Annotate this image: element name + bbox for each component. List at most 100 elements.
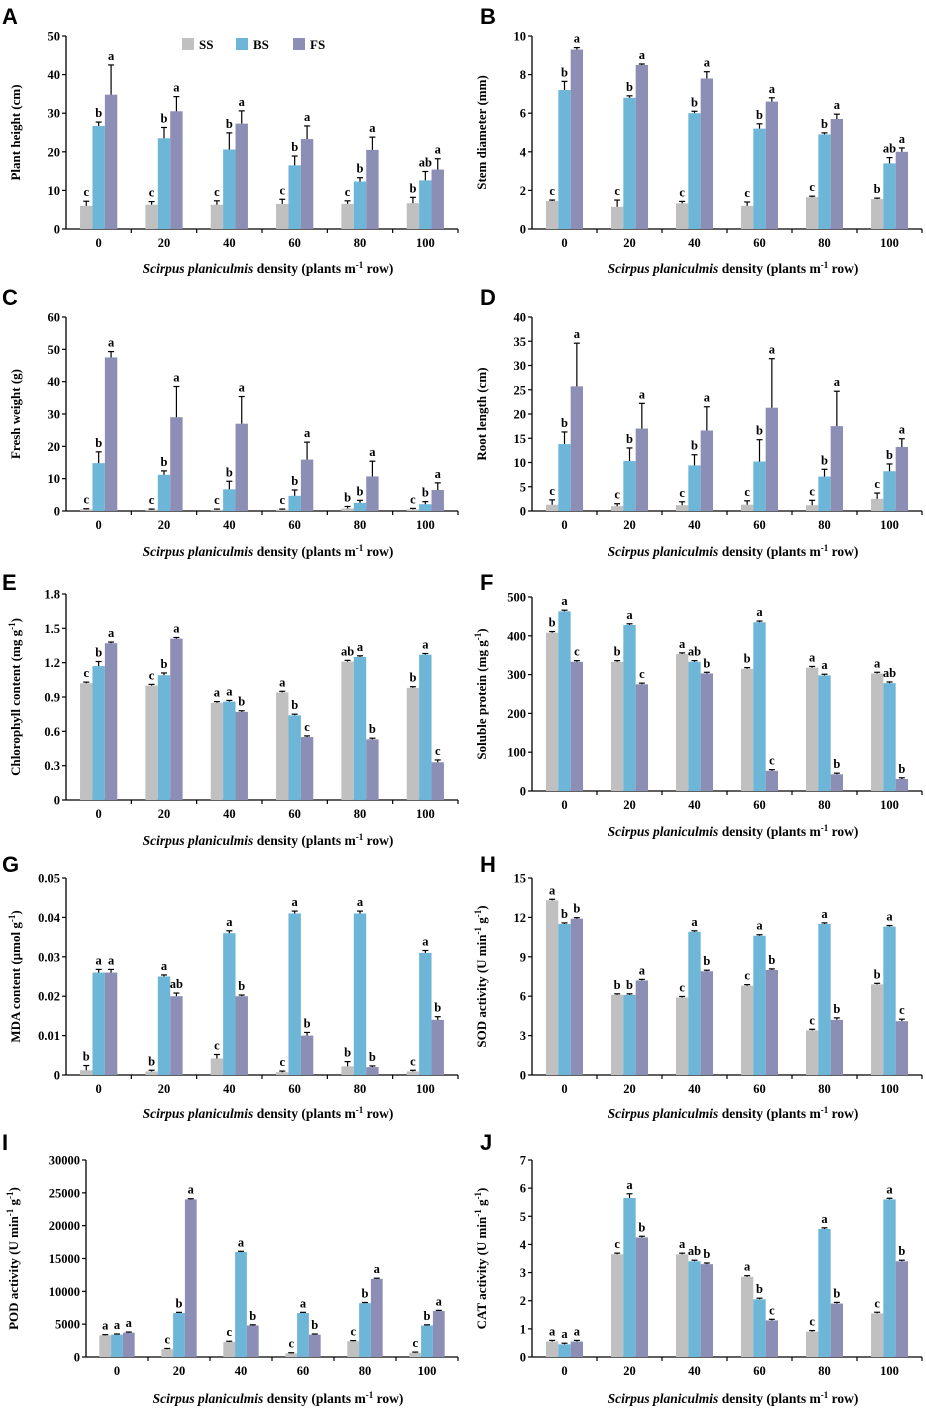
bar-bs <box>288 715 301 800</box>
legend-label-ss: SS <box>199 37 213 52</box>
y-tick-label: 10000 <box>49 1285 80 1299</box>
y-axis-label: Root length (cm) <box>474 367 489 460</box>
significance-label: b <box>744 652 751 666</box>
y-axis-label-sup: -1 <box>5 1208 15 1216</box>
x-tick-label: 40 <box>688 1082 701 1096</box>
y-axis-label-mid: g <box>474 917 489 927</box>
bar-ss <box>409 1352 422 1357</box>
bar-bs <box>753 935 766 1075</box>
significance-label: c <box>410 492 416 506</box>
bar-bs <box>92 125 105 229</box>
significance-label: b <box>357 162 364 176</box>
x-tick-label: 80 <box>818 798 831 812</box>
bar-ss <box>406 687 420 800</box>
bar-bs <box>419 952 432 1075</box>
x-tick-label: 20 <box>158 1082 171 1096</box>
bar-bs <box>623 97 636 229</box>
significance-label: b <box>95 436 102 450</box>
bar-ss <box>870 199 884 229</box>
significance-label: a <box>704 391 711 405</box>
x-tick-label: 0 <box>96 518 102 532</box>
x-tick-label: 40 <box>688 798 701 812</box>
x-axis-label: Scirpus planiculmis density (plants m-1 … <box>608 543 859 559</box>
y-tick-label: 5 <box>520 480 526 494</box>
bar-bs <box>558 444 571 511</box>
y-tick-label: 5 <box>520 1210 526 1224</box>
legend: SS BS FS <box>182 37 325 52</box>
bar-ss <box>406 509 420 511</box>
bar-ss <box>145 1071 158 1075</box>
significance-label: b <box>357 484 364 498</box>
y-tick-label: 0 <box>520 223 526 237</box>
significance-label: a <box>821 907 828 921</box>
bar-bs <box>235 1251 247 1357</box>
significance-label: a <box>574 327 581 341</box>
bar-bs <box>157 474 171 511</box>
y-tick-label: 15 <box>514 872 527 886</box>
significance-label: b <box>369 1050 376 1064</box>
bar-bs <box>353 656 367 800</box>
bar-fs <box>570 1341 584 1357</box>
panel-letter: B <box>480 4 496 29</box>
significance-label: a <box>561 1327 568 1341</box>
significance-label: a <box>279 675 286 689</box>
y-tick-label: 3 <box>520 1029 526 1043</box>
significance-label: c <box>574 645 580 659</box>
significance-label: c <box>435 744 441 758</box>
bar-ss <box>80 1070 93 1075</box>
significance-label: c <box>614 488 620 502</box>
bar-bs <box>223 933 236 1075</box>
significance-label: b <box>614 978 621 992</box>
significance-label: a <box>435 467 442 481</box>
y-tick-label: 0.3 <box>44 759 60 773</box>
y-tick-label: 40 <box>48 375 61 389</box>
bar-ss <box>210 204 224 229</box>
significance-label: b <box>291 140 298 154</box>
bar-fs <box>104 643 118 800</box>
x-axis-label-text: density (plants m <box>253 261 356 276</box>
panel-letter: H <box>480 852 496 877</box>
x-tick-label: 0 <box>96 807 102 821</box>
bar-fs <box>431 489 444 511</box>
x-tick-label: 80 <box>818 518 831 532</box>
significance-label: a <box>108 49 115 63</box>
bar-fs <box>700 430 714 511</box>
significance-label: a <box>561 594 568 608</box>
x-tick-label: 40 <box>223 518 236 532</box>
y-axis-label: POD activity (U min-1 g-1) <box>5 1187 21 1330</box>
x-axis-label-species: Scirpus planiculmis <box>608 544 719 559</box>
significance-label: a <box>679 637 686 651</box>
y-axis-label: SOD activity (U min-1 g-1) <box>473 905 489 1047</box>
significance-label: a <box>769 82 776 96</box>
bar-fs <box>184 1199 197 1357</box>
bar-ss <box>740 1276 754 1357</box>
y-tick-label: 6 <box>520 990 526 1004</box>
x-tick-label: 60 <box>288 1082 301 1096</box>
x-axis-label-sup: -1 <box>356 260 364 270</box>
bar-bs <box>883 163 896 229</box>
bar-ss <box>870 673 884 791</box>
y-axis-label: Chlorophyll content (mg g-1) <box>7 618 23 776</box>
bar-fs <box>235 996 248 1075</box>
bar-ss <box>610 1254 624 1357</box>
significance-label: b <box>226 117 233 131</box>
bar-fs <box>830 118 844 229</box>
x-axis-label-end: row) <box>828 544 858 559</box>
y-tick-label: 0.02 <box>38 990 60 1004</box>
y-tick-label: 10 <box>514 30 527 44</box>
y-tick-label: 0.03 <box>38 950 60 964</box>
x-tick-label: 60 <box>288 236 301 250</box>
significance-label: c <box>214 185 220 199</box>
significance-label: a <box>899 132 906 146</box>
y-tick-label: 5000 <box>55 1318 80 1332</box>
x-tick-label: 100 <box>418 1364 437 1378</box>
y-tick-label: 15 <box>514 432 527 446</box>
y-tick-label: 15000 <box>49 1252 80 1266</box>
significance-label: c <box>874 1296 880 1310</box>
x-axis-label-end: row) <box>363 1106 393 1121</box>
x-axis-label-sup: -1 <box>356 543 364 553</box>
bar-fs <box>104 972 118 1075</box>
significance-label: b <box>626 80 633 94</box>
y-axis-label-mid: g <box>6 1198 21 1208</box>
x-tick-label: 0 <box>96 1082 102 1096</box>
